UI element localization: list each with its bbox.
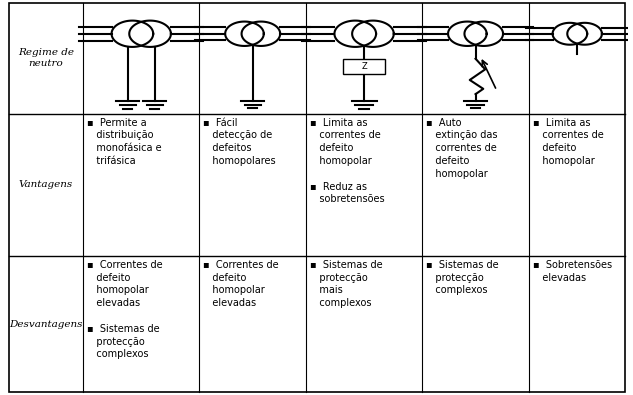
Polygon shape <box>352 21 394 47</box>
Text: ▪  Auto
   extinção das
   correntes de
   defeito
   homopolar: ▪ Auto extinção das correntes de defeito… <box>425 118 497 179</box>
Polygon shape <box>465 22 503 46</box>
Polygon shape <box>448 22 487 46</box>
Text: Regime de
neutro: Regime de neutro <box>18 49 74 68</box>
Polygon shape <box>334 21 376 47</box>
Polygon shape <box>242 22 280 46</box>
Text: ▪  Correntes de
   defeito
   homopolar
   elevadas: ▪ Correntes de defeito homopolar elevada… <box>203 260 279 308</box>
Polygon shape <box>567 23 602 45</box>
Text: Desvantagens: Desvantagens <box>9 320 83 329</box>
Polygon shape <box>111 21 153 47</box>
Text: ▪  Correntes de
   defeito
   homopolar
   elevadas

▪  Sistemas de
   protecção: ▪ Correntes de defeito homopolar elevada… <box>87 260 163 359</box>
Polygon shape <box>129 21 171 47</box>
Text: ▪  Permite a
   distribuição
   monofásica e
   trifásica: ▪ Permite a distribuição monofásica e tr… <box>87 118 162 166</box>
Text: ▪  Limita as
   correntes de
   defeito
   homopolar: ▪ Limita as correntes de defeito homopol… <box>533 118 604 166</box>
FancyBboxPatch shape <box>343 59 385 74</box>
Text: ▪  Sistemas de
   protecção
   mais
   complexos: ▪ Sistemas de protecção mais complexos <box>310 260 382 308</box>
Text: ▪  Sistemas de
   protecção
   complexos: ▪ Sistemas de protecção complexos <box>425 260 498 295</box>
Text: ▪  Limita as
   correntes de
   defeito
   homopolar

▪  Reduz as
   sobretensõe: ▪ Limita as correntes de defeito homopol… <box>310 118 385 205</box>
Text: Z: Z <box>361 62 367 71</box>
Polygon shape <box>553 23 587 45</box>
Polygon shape <box>225 22 264 46</box>
Text: Vantagens: Vantagens <box>19 181 73 189</box>
Text: ▪  Fácil
   detecção de
   defeitos
   homopolares: ▪ Fácil detecção de defeitos homopolares <box>203 118 275 166</box>
Text: ▪  Sobretensões
   elevadas: ▪ Sobretensões elevadas <box>533 260 612 283</box>
